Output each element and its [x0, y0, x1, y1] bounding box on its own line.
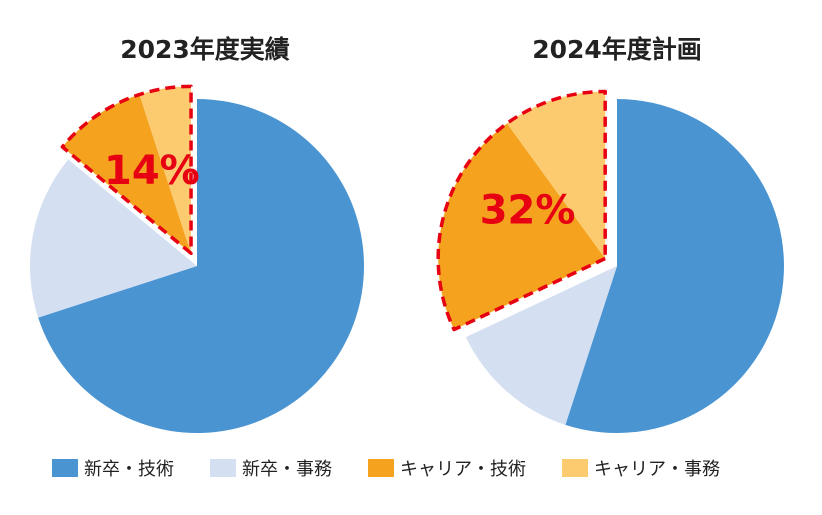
pie-slice-career-jimu [139, 86, 192, 254]
legend-swatch [52, 459, 78, 477]
pie-2023: 14% [29, 84, 364, 434]
highlight-percent-label: 14% [104, 148, 200, 194]
pie-slice-shinsotsu-gijutsu [565, 99, 784, 433]
legend-label: 新卒・事務 [242, 459, 332, 480]
pie-2024: 32% [436, 89, 784, 433]
legend-label: 新卒・技術 [84, 459, 174, 480]
highlight-percent-label: 32% [480, 187, 576, 233]
legend-label: キャリア・技術 [400, 459, 526, 480]
legend: 新卒・技術 新卒・事務 キャリア・技術 キャリア・事務 [52, 455, 756, 481]
pie-slice-shinsotsu-gijutsu [38, 99, 364, 434]
legend-item: キャリア・事務 [562, 455, 720, 481]
legend-item: キャリア・技術 [368, 455, 526, 481]
legend-item: 新卒・事務 [210, 455, 332, 481]
chart-title-2024: 2024年度計画 [532, 35, 702, 64]
pie-slice-shinsotsu-jimu [29, 159, 197, 318]
pie-slice-career-gijutsu [62, 94, 192, 254]
pie-slice-career-gijutsu [438, 123, 606, 330]
legend-swatch [368, 459, 394, 477]
legend-item: 新卒・技術 [52, 455, 174, 481]
highlight-outline [60, 84, 193, 256]
legend-label: キャリア・事務 [594, 459, 720, 480]
legend-swatch [210, 459, 236, 477]
chart-title-2023: 2023年度実績 [120, 35, 290, 64]
legend-swatch [562, 459, 588, 477]
highlight-outline [436, 89, 607, 332]
pie-slice-shinsotsu-jimu [465, 266, 617, 425]
pie-slice-career-jimu [507, 91, 606, 259]
